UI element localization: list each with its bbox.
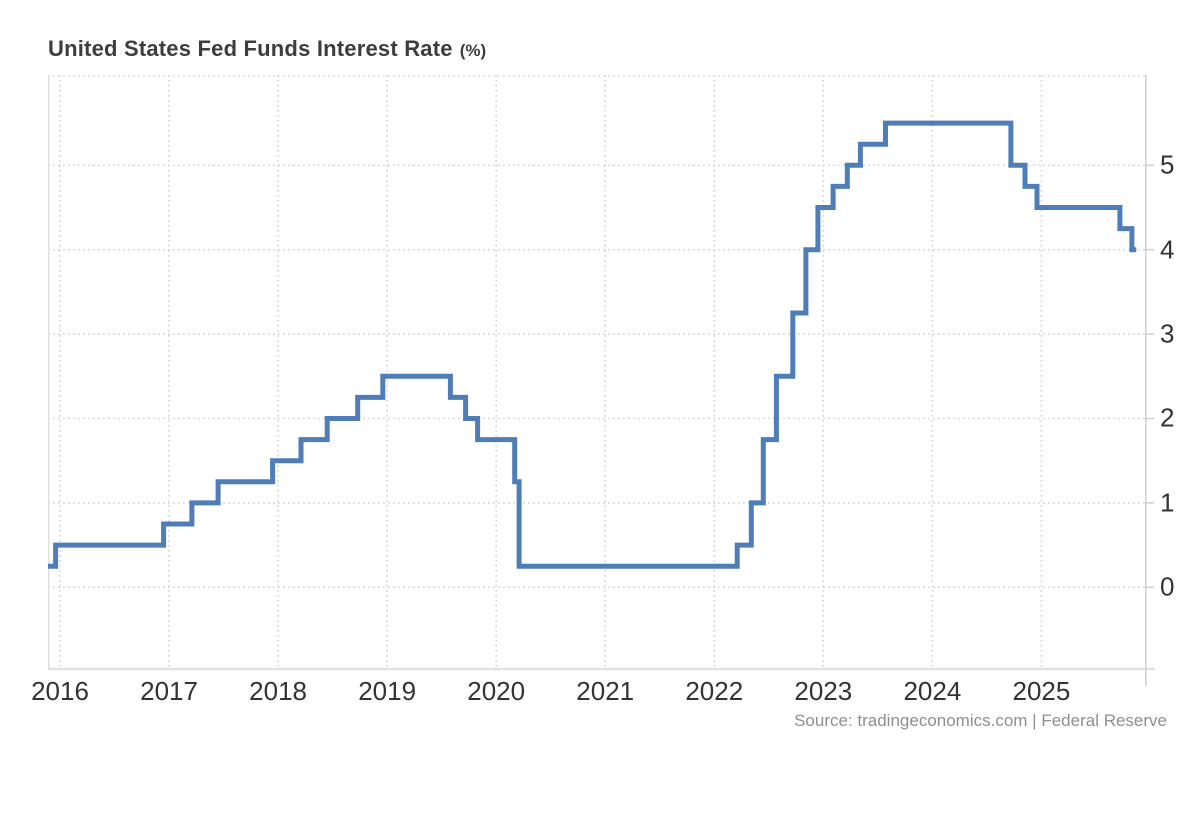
source-attribution: Source: tradingeconomics.com | Federal R… [794, 711, 1167, 730]
y-axis-tick-label: 5 [1160, 149, 1175, 180]
x-axis-tick-label: 2017 [140, 676, 198, 706]
x-axis-tick-label: 2023 [794, 676, 853, 706]
chart-title: United States Fed Funds Interest Rate (%… [48, 36, 486, 62]
x-axis-tick-label: 2018 [249, 676, 307, 706]
chart-title-unit: (%) [459, 41, 487, 60]
chart-title-text: United States Fed Funds Interest Rate [48, 36, 453, 61]
x-axis-tick-label: 2019 [358, 676, 417, 706]
x-axis-tick-label: 2021 [576, 676, 635, 706]
y-axis-tick-label: 0 [1160, 571, 1175, 602]
plot-frame [47, 75, 1155, 686]
x-axis-tick-label: 2024 [903, 676, 962, 706]
gridlines [48, 75, 1145, 670]
y-axis-tick-label: 3 [1160, 318, 1175, 349]
fed-funds-rate-chart [47, 75, 1155, 686]
x-axis-tick-label: 2016 [31, 676, 89, 706]
y-axis-tick-label: 4 [1160, 234, 1175, 265]
plot-area[interactable] [47, 75, 1155, 686]
rate-step-line [48, 120, 1137, 569]
x-axis-tick-label: 2025 [1012, 676, 1071, 706]
y-axis-tick-label: 2 [1160, 402, 1175, 433]
x-axis-tick-label: 2020 [467, 676, 526, 706]
x-axis-tick-label: 2022 [685, 676, 744, 706]
y-axis-tick-label: 1 [1160, 487, 1175, 518]
